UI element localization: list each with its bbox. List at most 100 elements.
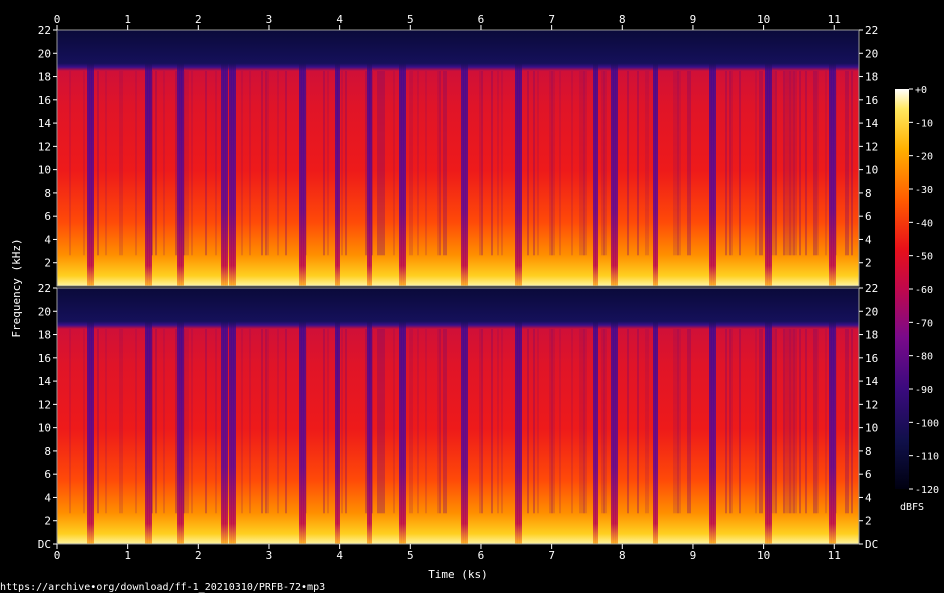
dropout-column	[399, 30, 402, 286]
dropout-column	[515, 288, 518, 544]
y-tick-label-left: 14	[38, 375, 52, 388]
colorbar-ticks: +0 -10 -20 -30 -40 -50 -60 -70 -80 -90 -100 -110 -12…	[909, 85, 939, 496]
spectrum-column	[725, 328, 727, 514]
y-tick-label-left: 6	[44, 210, 51, 223]
spectrum-column	[825, 70, 827, 256]
spectrum-column	[647, 70, 649, 256]
spectrum-column	[601, 328, 603, 514]
dropout-column	[517, 30, 520, 286]
spectrum-column	[175, 70, 177, 256]
dropout-column	[653, 30, 656, 286]
dropout-column	[829, 288, 832, 544]
dropout-column	[595, 30, 598, 286]
spectrum-column	[383, 328, 385, 514]
y-tick-label-left: 18	[38, 329, 51, 342]
spectrum-column	[817, 328, 819, 514]
spectrum-column	[445, 328, 447, 514]
dropout-column	[149, 30, 152, 286]
spectrum-column	[789, 70, 791, 256]
dropout-column	[401, 30, 404, 286]
spectrum-column	[345, 328, 347, 514]
spectrum-column	[799, 70, 801, 256]
spectrum-column	[501, 328, 503, 514]
colorbar-tick-label: -60	[915, 285, 933, 296]
colorbar-tick-label: -50	[915, 252, 933, 263]
x-tick-label-bottom: 3	[266, 549, 273, 562]
spectrum-column	[481, 328, 483, 514]
spectrum-column	[759, 328, 761, 514]
dropout-column	[225, 288, 228, 544]
spectrum-column	[411, 328, 413, 514]
spectrum-column	[379, 328, 381, 514]
y-tick-label-right: 2	[865, 257, 872, 270]
spectrum-column	[847, 70, 849, 256]
spectrum-column	[241, 70, 243, 256]
dropout-column	[765, 30, 768, 286]
spectrum-column	[267, 328, 269, 514]
spectrum-column	[377, 70, 379, 256]
spectrum-column	[729, 328, 731, 514]
y-tick-label-left: 12	[38, 140, 51, 153]
dropout-column	[519, 30, 522, 286]
dropout-column	[767, 30, 770, 286]
spectrum-column	[341, 328, 343, 514]
dropout-column	[181, 288, 184, 544]
colorbar-tick-label: -100	[915, 418, 939, 429]
spectrum-column	[785, 328, 787, 514]
spectrum-column	[761, 328, 763, 514]
spectrum-column	[175, 328, 177, 514]
spectrum-column	[729, 70, 731, 256]
spectrum-column	[687, 328, 689, 514]
spectrum-column	[773, 70, 775, 256]
spectrum-column	[689, 70, 691, 256]
spectrum-column	[731, 328, 733, 514]
spectrum-column	[783, 70, 785, 256]
y-tick-label-right: 8	[865, 445, 872, 458]
spectrum-column	[775, 70, 777, 256]
dropout-column	[177, 288, 180, 544]
spectrum-column	[443, 328, 445, 514]
dropout-column	[709, 30, 712, 286]
spectrum-column	[739, 328, 741, 514]
y-tick-label-left: 22	[38, 24, 51, 37]
dropout-column	[713, 30, 716, 286]
y-tick-label-right: DC	[865, 538, 878, 551]
x-tick-label-top: 3	[266, 13, 273, 26]
spectrum-column	[787, 70, 789, 256]
y-tick-label-left: 8	[44, 187, 51, 200]
dropout-column	[399, 288, 402, 544]
dropout-column	[301, 30, 304, 286]
spectrum-column	[323, 328, 325, 514]
spectrum-column	[191, 328, 193, 514]
dropout-column	[145, 30, 148, 286]
spectrum-column	[795, 70, 797, 256]
spectrum-column	[393, 328, 395, 514]
y-tick-label-left: DC	[38, 538, 51, 551]
dropout-column	[765, 288, 768, 544]
y-tick-label-left: 6	[44, 468, 51, 481]
spectrum-column	[437, 328, 439, 514]
spectrum-column	[135, 70, 137, 256]
spectrum-column	[439, 328, 441, 514]
y-tick-label-left: 16	[38, 352, 51, 365]
spectrum-column	[205, 328, 207, 514]
spectrum-column	[537, 328, 539, 514]
y-tick-label-left: 12	[38, 398, 51, 411]
spectrum-column	[479, 70, 481, 256]
dropout-column	[463, 30, 466, 286]
spectrum-column	[725, 70, 727, 256]
spectrum-column	[835, 70, 837, 256]
spectrum-column	[537, 70, 539, 256]
x-tick-label-top: 11	[828, 13, 841, 26]
y-tick-label-left: 8	[44, 445, 51, 458]
spectrum-column	[119, 328, 121, 514]
dropout-column	[231, 288, 234, 544]
spectrum-column	[285, 328, 287, 514]
spectrum-column	[553, 70, 555, 256]
spectrum-column	[417, 70, 419, 256]
dropout-column	[767, 288, 770, 544]
dropout-column	[515, 30, 518, 286]
x-tick-label-top: 9	[690, 13, 697, 26]
spectrum-column	[345, 70, 347, 256]
